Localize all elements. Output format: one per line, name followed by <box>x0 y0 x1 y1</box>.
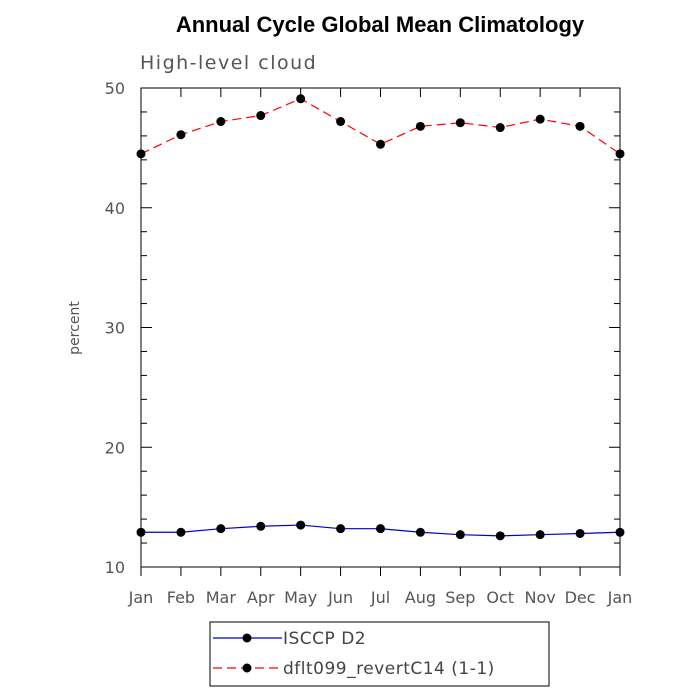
x-tick-label: Jan <box>607 588 633 607</box>
x-tick-label: Jan <box>128 588 154 607</box>
data-point <box>495 531 505 541</box>
data-point <box>296 520 306 530</box>
chart-subtitle: High-level cloud <box>140 52 317 74</box>
y-tick-label: 10 <box>105 558 125 577</box>
plot-frame <box>140 87 621 568</box>
data-point <box>256 111 266 121</box>
data-point <box>176 130 186 140</box>
y-tick-label: 20 <box>105 438 125 457</box>
y-tick-label: 50 <box>105 79 125 98</box>
legend-marker <box>242 633 252 643</box>
legend-entry: dflt099_revertC14 (1-1) <box>283 659 495 679</box>
data-point <box>415 121 425 131</box>
x-tick-label: Jun <box>327 588 353 607</box>
data-point <box>415 527 425 537</box>
legend: ISCCP D2 dflt099_revertC14 (1-1) <box>209 621 550 687</box>
legend-marker <box>242 663 252 673</box>
x-tick-label: Oct <box>486 588 514 607</box>
data-point <box>256 521 266 531</box>
data-point <box>615 527 625 537</box>
legend-box <box>209 621 550 687</box>
data-point <box>455 118 465 128</box>
x-tick-label: Aug <box>405 588 436 607</box>
data-point <box>376 524 385 534</box>
x-tick-label: Apr <box>247 588 275 607</box>
data-point <box>615 149 625 159</box>
data-point <box>336 524 346 534</box>
data-point <box>216 524 226 534</box>
x-tick-label: May <box>284 588 317 607</box>
x-tick-label: Jul <box>370 588 390 607</box>
legend-entry: ISCCP D2 <box>283 629 366 649</box>
data-point <box>216 117 226 127</box>
data-point <box>495 123 505 133</box>
data-point <box>575 121 585 131</box>
data-point <box>136 527 146 537</box>
data-point <box>136 149 146 159</box>
data-point <box>455 530 465 540</box>
x-tick-label: Sep <box>445 588 475 607</box>
data-point <box>176 527 186 537</box>
data-point <box>296 94 306 104</box>
x-tick-label: Dec <box>565 588 596 607</box>
x-tick-label: Mar <box>206 588 237 607</box>
data-point <box>575 528 585 538</box>
y-tick-label: 40 <box>105 199 125 218</box>
chart-title: Annual Cycle Global Mean Climatology <box>176 12 585 37</box>
y-axis-label: percent <box>67 301 83 355</box>
data-point <box>535 114 545 124</box>
y-tick-label: 30 <box>105 319 125 338</box>
data-point <box>535 530 545 540</box>
plot-area: 10 20 30 40 50 Jan Feb Mar Apr May Jun Jul Aug Sep Oct… <box>105 79 633 607</box>
x-tick-label: Nov <box>525 588 556 607</box>
data-point <box>376 139 385 149</box>
data-point <box>336 117 346 127</box>
x-tick-label: Feb <box>167 588 195 607</box>
